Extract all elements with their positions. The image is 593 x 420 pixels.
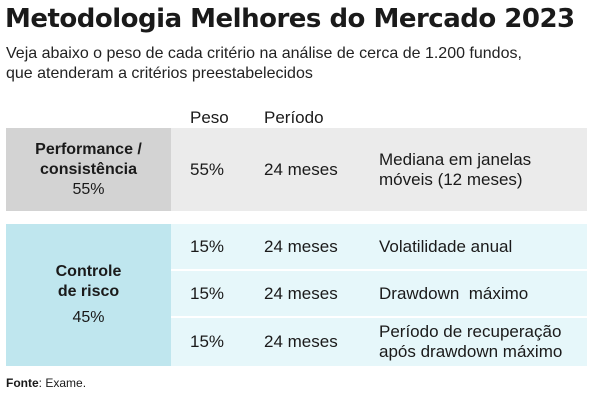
cell-criterio: Mediana em janelas móveis (12 meses)	[379, 128, 584, 211]
cell-peso: 55%	[190, 159, 225, 179]
criterio-line: após drawdown máximo	[379, 342, 563, 361]
column-header-periodo: Período	[264, 108, 324, 127]
group-name-line: Controle	[55, 263, 122, 280]
cell-peso: 15%	[190, 283, 225, 303]
source-text: : Exame.	[38, 376, 87, 390]
cell-peso: 15%	[190, 236, 225, 256]
table-row: 55% 24 meses Mediana em janelas móveis (…	[171, 128, 587, 211]
cell-periodo: 24 meses	[264, 332, 338, 351]
cell-criterio: Volatilidade anual	[379, 236, 513, 256]
cell-periodo: 24 meses	[264, 283, 338, 303]
cell-criterio: Período de recuperação após drawdown máx…	[379, 318, 584, 366]
group-label-risco: Controle de risco 45%	[6, 224, 171, 366]
source-label: Fonte	[6, 376, 39, 390]
group-label-performance: Performance / consistência 55%	[6, 128, 171, 211]
criterio-line: Mediana em janelas	[379, 149, 532, 169]
criterio-line: móveis (12 meses)	[379, 169, 523, 189]
group-name-line: Performance /	[35, 140, 142, 158]
cell-periodo: 24 meses	[264, 236, 338, 256]
page-title: Metodologia Melhores do Mercado 2023	[5, 4, 575, 34]
column-header-peso: Peso	[190, 108, 229, 127]
subtitle-line: Veja abaixo o peso de cada critério na a…	[6, 45, 522, 62]
criterio-line: Período de recuperação	[379, 322, 562, 341]
group-name-line: consistência	[40, 160, 137, 178]
cell-criterio: Drawdown máximo	[379, 271, 584, 316]
source-note: Fonte: Exame.	[6, 376, 86, 390]
cell-periodo: 24 meses	[264, 159, 338, 179]
cell-peso: 15%	[190, 332, 225, 351]
criterio-text: Drawdown máximo	[379, 283, 529, 303]
subtitle-line: que atenderam a critérios preestabelecid…	[6, 65, 313, 82]
group-weight: 55%	[72, 180, 105, 198]
page-subtitle: Veja abaixo o peso de cada critério na a…	[6, 44, 586, 84]
table-row: 15% 24 meses Volatilidade anual	[171, 224, 587, 271]
table-row: 15% 24 meses Período de recuperação após…	[171, 318, 587, 366]
group-weight: 45%	[72, 309, 105, 326]
table-row: 15% 24 meses Drawdown máximo	[171, 271, 587, 318]
group-name-line: de risco	[57, 283, 120, 300]
